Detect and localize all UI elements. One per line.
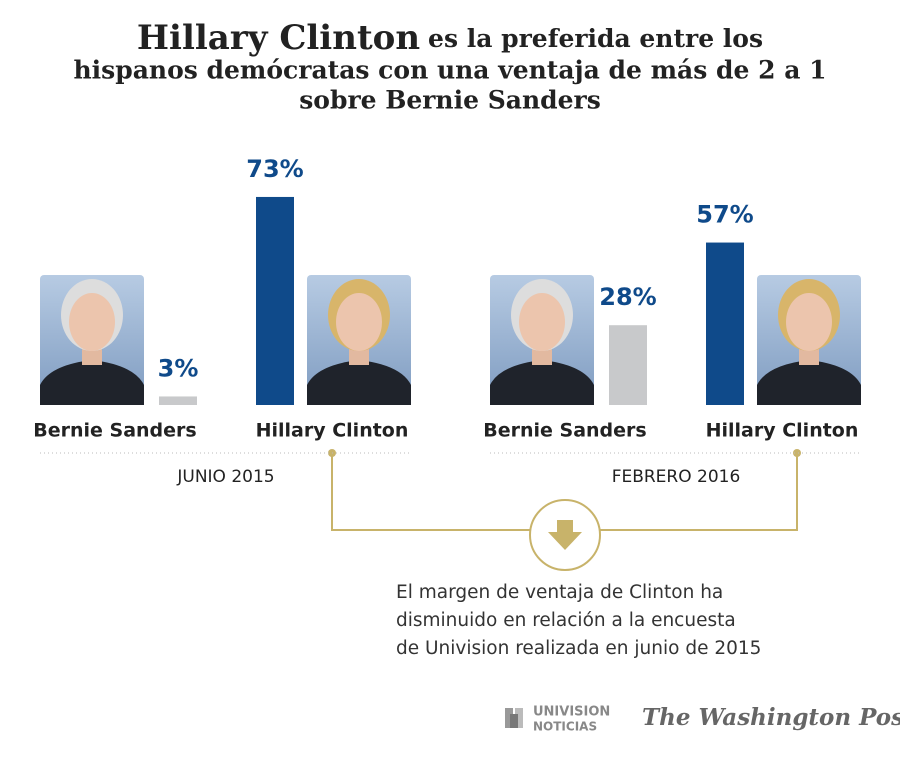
- title-highlight: Hillary Clinton: [137, 18, 420, 58]
- univision-logo: UNIVISION NOTICIAS: [505, 705, 610, 734]
- value-label: 73%: [246, 155, 303, 183]
- washington-post-logo: The Washington Post: [642, 704, 900, 731]
- arrow-icon: [548, 520, 582, 550]
- logo-text: UNIVISION: [533, 705, 610, 720]
- connector-dot: [793, 449, 801, 457]
- title-line: hispanos demócratas con una ventaja de m…: [73, 56, 826, 85]
- photo: [757, 275, 861, 405]
- title-line: sobre Bernie Sanders: [299, 86, 601, 115]
- value-label: 57%: [696, 201, 753, 229]
- photo: [307, 275, 411, 405]
- category-label: Hillary Clinton: [256, 420, 409, 442]
- annotation: de Univision realizada en junio de 2015: [396, 638, 761, 659]
- photo-body: [757, 360, 861, 405]
- photo-face: [519, 293, 565, 351]
- photo: [40, 275, 144, 405]
- photo-body: [307, 360, 411, 405]
- bar: [159, 396, 197, 405]
- annotation: disminuido en relación a la encuesta: [396, 610, 736, 631]
- category-label: Bernie Sanders: [483, 420, 646, 442]
- connector: [331, 453, 798, 571]
- category-label: Hillary Clinton: [706, 420, 859, 442]
- logo-text: NOTICIAS: [533, 720, 597, 734]
- period-label: FEBRERO 2016: [612, 467, 741, 487]
- category-label: Bernie Sanders: [33, 420, 196, 442]
- photo-face: [336, 293, 382, 351]
- bar: [706, 242, 744, 405]
- photo-body: [40, 360, 144, 405]
- value-label: 28%: [599, 283, 656, 311]
- bar: [609, 325, 647, 405]
- photo-face: [69, 293, 115, 351]
- period-label: JUNIO 2015: [176, 467, 274, 487]
- photo-face: [786, 293, 832, 351]
- title-line: es la preferida entre los: [428, 24, 763, 53]
- chart-title: Hillary Clinton es la preferida entre los: [137, 18, 763, 58]
- bar: [256, 196, 294, 405]
- value-label: 3%: [158, 354, 199, 382]
- photo-body: [490, 360, 594, 405]
- annotation: El margen de ventaja de Clinton ha: [396, 582, 723, 603]
- photo: [490, 275, 594, 405]
